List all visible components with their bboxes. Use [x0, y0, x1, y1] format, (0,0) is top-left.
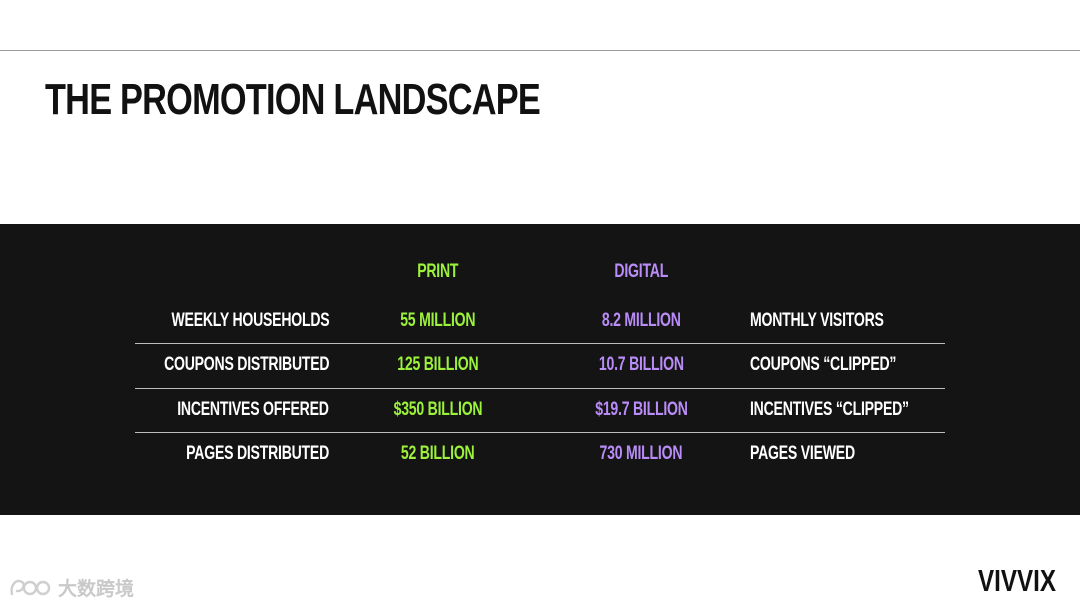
row-divider: [135, 388, 945, 389]
row-divider: [135, 343, 945, 344]
digital-value: 10.7 BILLION: [598, 354, 684, 375]
row-label-right: MONTHLY VISITORS: [750, 310, 884, 331]
slide-title: THE PROMOTION LANDSCAPE: [45, 75, 541, 124]
row-label-left: COUPONS DISTRIBUTED: [163, 354, 330, 375]
row-label-left: WEEKLY HOUSEHOLDS: [171, 310, 329, 331]
row-label-left: PAGES DISTRIBUTED: [186, 443, 329, 464]
digital-column-header: DIGITAL: [614, 261, 668, 282]
row-divider: [135, 432, 945, 433]
digital-value: $19.7 BILLION: [594, 399, 688, 420]
print-column-header: PRINT: [417, 261, 459, 282]
digital-value: 8.2 MILLION: [601, 310, 681, 331]
comparison-panel: [0, 224, 1080, 515]
row-label-left: INCENTIVES OFFERED: [177, 399, 330, 420]
row-label-right: PAGES VIEWED: [750, 443, 855, 464]
watermark: 大数跨境: [8, 572, 134, 602]
print-value: 125 BILLION: [397, 354, 479, 375]
vivvix-logo: VIVVIX: [978, 563, 1056, 598]
row-label-right: COUPONS “CLIPPED”: [750, 354, 897, 375]
print-value: 55 MILLION: [400, 310, 476, 331]
print-value: $350 BILLION: [393, 399, 483, 420]
watermark-logo-icon: [10, 579, 51, 596]
digital-value: 730 MILLION: [599, 443, 683, 464]
top-divider: [0, 50, 1080, 51]
row-label-right: INCENTIVES “CLIPPED”: [750, 399, 909, 420]
watermark-text: 大数跨境: [58, 577, 135, 600]
print-value: 52 BILLION: [401, 443, 475, 464]
